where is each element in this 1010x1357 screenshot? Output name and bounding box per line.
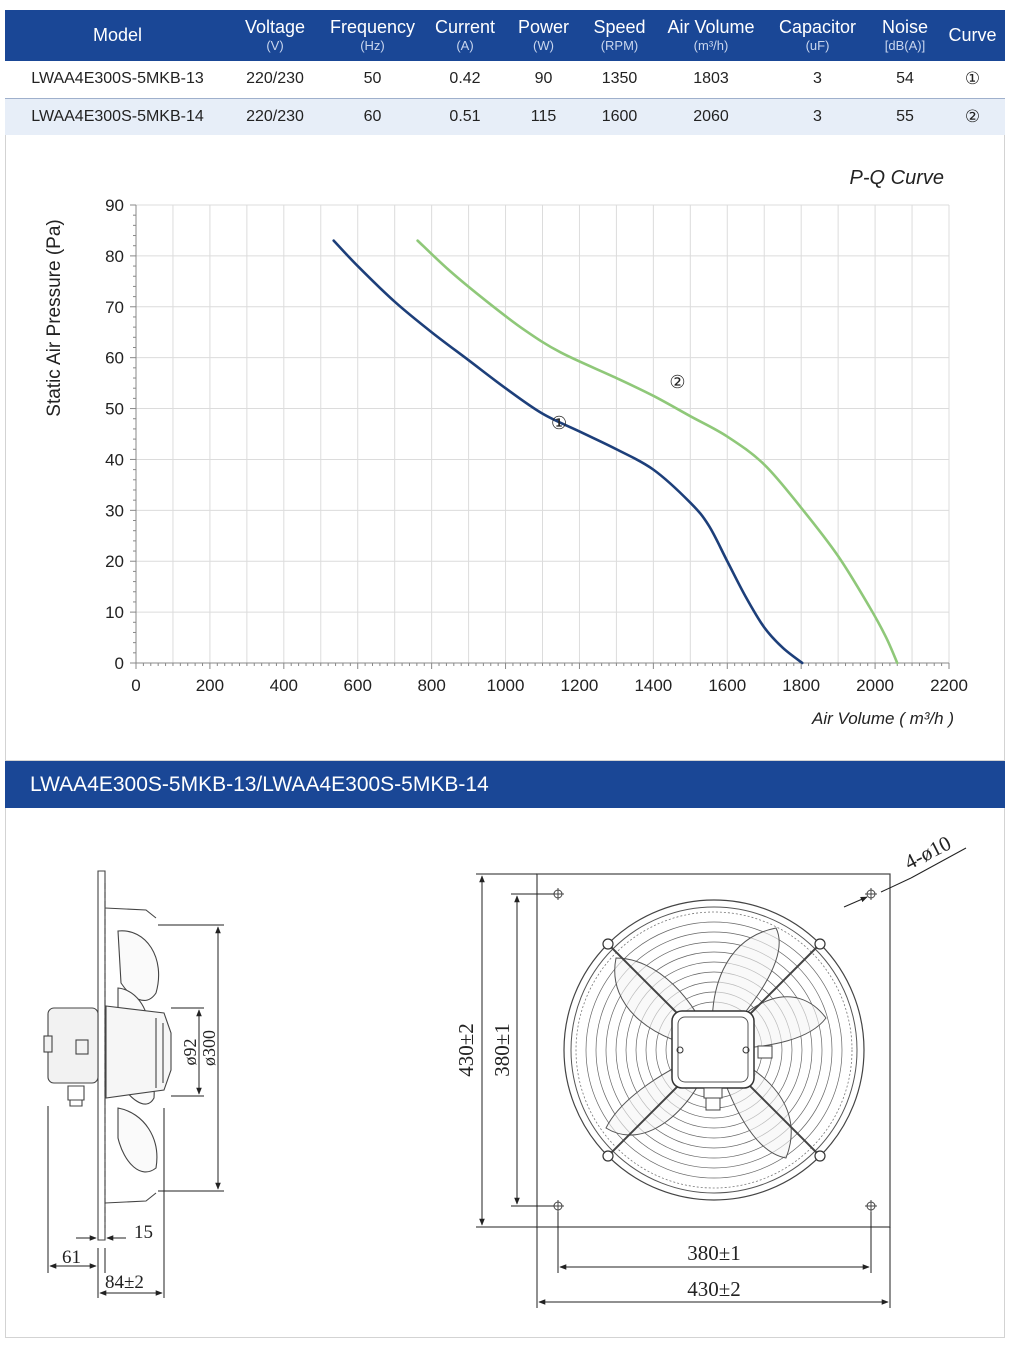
x-tick-label: 1600 — [708, 676, 746, 695]
header-label: Current — [434, 17, 496, 38]
y-tick-label: 20 — [105, 552, 124, 571]
header-curve: Curve — [940, 10, 1005, 61]
dim-overall-depth: 84±2 — [105, 1272, 144, 1293]
chart-series: ①② — [332, 239, 899, 665]
header-noise: Noise [dB(A)] — [870, 10, 940, 61]
y-tick-label: 30 — [105, 501, 124, 520]
y-tick-label: 0 — [115, 654, 124, 673]
cell-capacitor: 3 — [765, 61, 870, 99]
technical-drawing: ø92 ø300 15 61 84±2 — [43, 831, 967, 1308]
header-unit: (m³/h) — [693, 38, 729, 54]
x-tick-label: 1200 — [561, 676, 599, 695]
x-tick-label: 1400 — [634, 676, 672, 695]
x-tick-label: 600 — [344, 676, 372, 695]
dim-height-outer: 430±2 — [454, 1023, 478, 1077]
cell-curve: ① — [940, 61, 1005, 99]
cell-noise: 55 — [870, 98, 940, 136]
header-capacitor: Capacitor (uF) — [765, 10, 870, 61]
series-line-2 — [416, 239, 899, 665]
y-axis-label: Static Air Pressure (Pa) — [44, 219, 65, 416]
dim-flange-offset: 15 — [134, 1222, 153, 1243]
x-tick-label: 1800 — [782, 676, 820, 695]
header-unit: (uF) — [805, 38, 830, 54]
header-label: Frequency — [329, 17, 416, 38]
cell-speed: 1350 — [582, 61, 657, 99]
header-label: Noise — [881, 17, 929, 38]
series-label-2: ② — [669, 372, 685, 392]
header-label: Capacitor — [778, 17, 857, 38]
header-current: Current (A) — [425, 10, 505, 61]
y-tick-label: 40 — [105, 450, 124, 469]
spec-table: Model Voltage (V) Frequency (Hz) Current (A… — [5, 10, 1005, 136]
cell-power: 115 — [505, 98, 582, 136]
chart-ticks: 0 200 400 600 800 1000 1200 1400 1600 1800 2000 220… — [105, 196, 968, 695]
x-tick-label: 2000 — [856, 676, 894, 695]
y-tick-label: 90 — [105, 196, 124, 215]
x-axis-label: Air Volume ( m³/h ) — [811, 709, 954, 728]
spec-header-row: Model Voltage (V) Frequency (Hz) Current (A… — [5, 10, 1005, 61]
side-view-drawing — [43, 870, 224, 1298]
header-air-volume: Air Volume (m³/h) — [657, 10, 765, 61]
cell-current: 0.42 — [425, 61, 505, 99]
cell-model: LWAA4E300S-5MKB-14 — [5, 98, 230, 136]
x-tick-label: 200 — [196, 676, 224, 695]
cell-speed: 1600 — [582, 98, 657, 136]
chart-grid — [135, 204, 950, 664]
cell-frequency: 60 — [320, 98, 425, 136]
dim-mounting-holes: 4-ø10 — [900, 831, 955, 875]
dim-height-holes: 380±1 — [490, 1023, 514, 1077]
dim-hub-diameter: ø92 — [180, 1039, 200, 1066]
dim-blade-diameter: ø300 — [199, 1030, 219, 1066]
cell-model: LWAA4E300S-5MKB-13 — [5, 61, 230, 99]
cell-noise: 54 — [870, 61, 940, 99]
header-unit: (A) — [456, 38, 474, 54]
header-label: Voltage — [244, 17, 306, 38]
header-label: Air Volume — [667, 17, 755, 38]
y-tick-label: 50 — [105, 400, 124, 419]
header-voltage: Voltage (V) — [230, 10, 320, 61]
header-label: Speed — [593, 17, 646, 38]
dim-width-outer: 430±2 — [687, 1277, 741, 1301]
cell-capacitor: 3 — [765, 98, 870, 136]
cell-air-volume: 2060 — [657, 98, 765, 136]
header-unit: (RPM) — [600, 38, 639, 54]
header-model: Model — [5, 10, 230, 61]
cell-voltage: 220/230 — [230, 98, 320, 136]
drawing-panel: ø92 ø300 15 61 84±2 — [5, 808, 1005, 1338]
front-view-drawing — [476, 847, 967, 1308]
header-unit: [dB(A)] — [884, 38, 926, 54]
section-title: LWAA4E300S-5MKB-13/LWAA4E300S-5MKB-14 — [5, 761, 1005, 808]
dim-width-holes: 380±1 — [687, 1241, 741, 1265]
x-tick-label: 800 — [417, 676, 445, 695]
y-tick-label: 80 — [105, 247, 124, 266]
header-unit: (W) — [533, 38, 554, 54]
x-tick-label: 0 — [131, 676, 140, 695]
header-unit: (Hz) — [360, 38, 385, 54]
cell-current: 0.51 — [425, 98, 505, 136]
x-tick-label: 400 — [270, 676, 298, 695]
header-frequency: Frequency (Hz) — [320, 10, 425, 61]
header-power: Power (W) — [505, 10, 582, 61]
x-tick-label: 1000 — [487, 676, 525, 695]
cell-power: 90 — [505, 61, 582, 99]
pq-chart: 0 200 400 600 800 1000 1200 1400 1600 1800 2000 220… — [44, 167, 968, 728]
header-speed: Speed (RPM) — [582, 10, 657, 61]
series-label-1: ① — [551, 413, 567, 433]
x-tick-label: 2200 — [930, 676, 968, 695]
table-row: LWAA4E300S-5MKB-13 220/230 50 0.42 90 13… — [5, 61, 1005, 99]
chart-panel: 0 200 400 600 800 1000 1200 1400 1600 1800 2000 220… — [5, 135, 1005, 761]
cell-curve: ② — [940, 98, 1005, 136]
cell-voltage: 220/230 — [230, 61, 320, 99]
y-tick-label: 10 — [105, 603, 124, 622]
y-tick-label: 60 — [105, 349, 124, 368]
series-line-1 — [332, 239, 804, 665]
table-row: LWAA4E300S-5MKB-14 220/230 60 0.51 115 1… — [5, 98, 1005, 136]
header-label: Power — [517, 17, 570, 38]
dim-motor-depth: 61 — [62, 1247, 81, 1268]
cell-frequency: 50 — [320, 61, 425, 99]
y-tick-label: 70 — [105, 298, 124, 317]
header-unit: (V) — [266, 38, 284, 54]
chart-title: P-Q Curve — [850, 167, 944, 189]
cell-air-volume: 1803 — [657, 61, 765, 99]
